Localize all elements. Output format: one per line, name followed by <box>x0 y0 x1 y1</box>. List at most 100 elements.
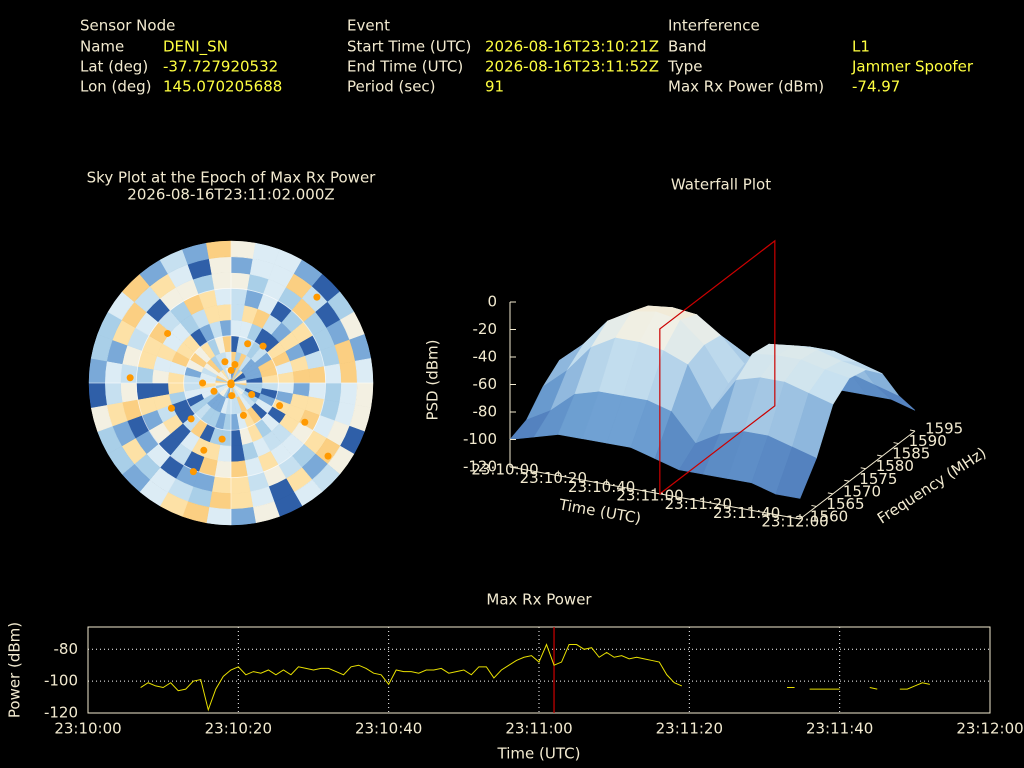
x-tick-label: 23:10:00 <box>471 461 538 479</box>
satellite-point <box>126 374 134 382</box>
y-tick-label: -80 <box>54 640 79 658</box>
sky-background-cell <box>308 366 326 384</box>
z-tick-label: -100 <box>463 430 497 448</box>
x-tick-label: 23:11:20 <box>656 720 723 738</box>
satellite-point <box>227 366 235 374</box>
z-tick-label: -60 <box>473 375 498 393</box>
y-tick-label: 1585 <box>892 445 930 463</box>
chart-subtitle: 2026-08-16T23:11:02.000Z <box>127 186 334 204</box>
y-tick-label: 1560 <box>810 508 848 526</box>
sky-background-cell <box>214 288 232 306</box>
x-tick-label: 23:10:20 <box>520 469 587 487</box>
x-tick-label: 23:12:00 <box>761 513 828 531</box>
x-tick-label: 23:11:40 <box>806 720 873 738</box>
sky-background-cell <box>230 507 256 526</box>
y-tick <box>877 454 883 457</box>
sky-background-cell <box>230 240 256 259</box>
satellite-point <box>164 329 172 337</box>
chart-title: Sky Plot at the Epoch of Max Rx Power <box>87 169 377 187</box>
sky-plot: Sky Plot at the Epoch of Max Rx Power202… <box>87 169 377 526</box>
sky-background-cell <box>206 507 232 526</box>
sky-background-cell <box>104 382 123 406</box>
x-tick-label: 23:11:00 <box>505 720 572 738</box>
y-tick <box>909 429 916 432</box>
sky-background-cell <box>339 360 358 384</box>
y-axis-label: Power (dBm) <box>6 622 24 718</box>
field-value: 2026-08-16T23:10:21Z <box>485 38 659 56</box>
field-label: End Time (UTC) <box>347 58 463 76</box>
field-value: DENI_SN <box>163 38 228 57</box>
satellite-point <box>210 387 218 395</box>
satellite-point <box>199 379 207 387</box>
satellite-point <box>227 381 235 389</box>
field-value: 91 <box>485 78 504 96</box>
y-tick <box>893 442 899 445</box>
y-tick <box>827 492 833 495</box>
sky-background-cell <box>136 382 154 400</box>
z-axis-label: PSD (dBm) <box>424 339 442 420</box>
y-tick <box>844 479 850 482</box>
sky-background-cell <box>211 475 232 494</box>
plot-frame <box>87 626 991 714</box>
y-tick-label: 1565 <box>826 495 864 513</box>
section-title: Sensor Node <box>80 17 175 35</box>
x-tick-label: 23:11:00 <box>616 487 683 505</box>
x-tick-label: 23:10:40 <box>568 478 635 496</box>
sky-background-cell <box>355 382 374 408</box>
y-tick-label: 1570 <box>843 482 881 500</box>
header: Sensor Node Name DENI_SN Lat (deg) -37.72792… <box>80 17 974 96</box>
field-label: Band <box>668 38 707 56</box>
field-label: Lat (deg) <box>80 58 148 76</box>
sky-background-cell <box>355 358 374 384</box>
chart-title: Waterfall Plot <box>671 176 771 194</box>
x-axis-label: Time (UTC) <box>497 745 581 763</box>
field-value: -74.97 <box>852 78 900 96</box>
sky-background-cell <box>230 272 251 291</box>
z-tick-label: -20 <box>473 320 498 338</box>
y-tick-label: 1575 <box>859 470 897 488</box>
power-plot: Max Rx Power -120 -100 -80 23:10:00 23:10:20 2… <box>6 591 1024 763</box>
sky-background-cell <box>208 256 232 275</box>
power-line <box>140 643 930 712</box>
sky-background-cell <box>217 303 232 322</box>
x-tick-label: 23:11:40 <box>713 504 780 522</box>
field-value: 145.070205688 <box>163 78 282 96</box>
field-label: Start Time (UTC) <box>347 38 471 56</box>
sky-background-cell <box>230 491 254 510</box>
x-tick-label: 23:10:40 <box>355 720 422 738</box>
sky-background-cell <box>230 460 248 478</box>
satellite-point <box>244 340 252 348</box>
sky-background-cell <box>292 369 311 384</box>
field-label: Type <box>667 58 702 76</box>
x-tick-label: 23:10:20 <box>205 720 272 738</box>
y-tick <box>860 467 866 470</box>
satellite-point <box>259 342 267 350</box>
sky-background-cell <box>208 491 232 510</box>
field-label: Lon (deg) <box>80 78 152 96</box>
x-tick-label: 23:12:00 <box>956 720 1023 738</box>
satellite-point <box>228 392 236 400</box>
surface-cell <box>775 446 817 499</box>
x-tick-label: 23:11:20 <box>665 495 732 513</box>
chart-title: Max Rx Power <box>486 591 592 609</box>
satellite-point <box>187 415 195 423</box>
satellite-point <box>324 452 332 460</box>
satellite-point <box>221 358 229 366</box>
field-label: Period (sec) <box>347 78 436 96</box>
sky-background-cell <box>88 358 107 384</box>
section-title: Event <box>347 17 390 35</box>
satellite-point <box>248 390 256 398</box>
waterfall-plot: Waterfall Plot -120 -100 -80 -60 -40 -20 0 23:10… <box>424 176 990 531</box>
y-tick <box>811 504 817 507</box>
sky-background-cell <box>230 475 251 494</box>
field-label: Name <box>80 38 124 56</box>
satellite-point <box>276 402 284 410</box>
x-tick-label: 23:10:00 <box>54 720 121 738</box>
satellite-point <box>200 446 208 454</box>
satellite-point <box>189 468 197 476</box>
y-tick-label: -120 <box>44 704 78 722</box>
satellite-point <box>239 411 247 419</box>
sky-background-cell <box>339 382 358 406</box>
sky-background-cell <box>120 382 139 403</box>
